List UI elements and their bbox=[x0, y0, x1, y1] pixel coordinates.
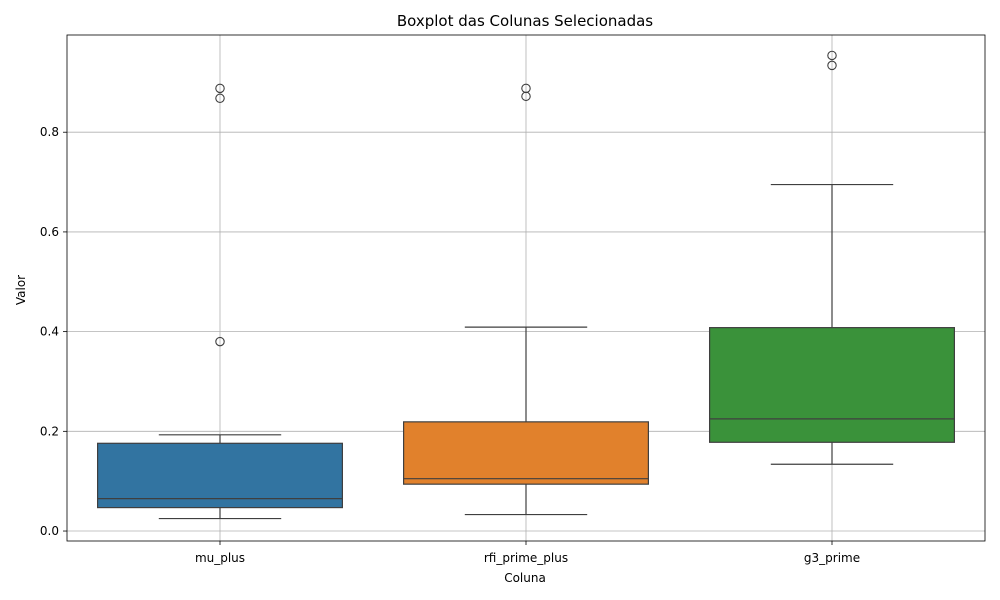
box-rfi_prime_plus bbox=[403, 421, 650, 485]
outlier-point bbox=[827, 60, 837, 71]
y-tick-label: 0.6 bbox=[40, 225, 59, 239]
box-group-g3_prime bbox=[708, 50, 955, 465]
box-group-rfi_prime_plus bbox=[403, 83, 650, 516]
y-tick-label: 0.2 bbox=[40, 424, 59, 438]
box-mu_plus bbox=[96, 442, 344, 509]
outlier-point bbox=[215, 83, 225, 94]
x-axis-title: Coluna bbox=[504, 571, 546, 585]
axes-layer: 0.0 0.2 0.4 0.6 0.8 mu_plus rfi_prime_plus g3_p… bbox=[40, 34, 986, 565]
outlier-point bbox=[521, 83, 531, 94]
x-tick-label: rfi_prime_plus bbox=[484, 551, 568, 565]
outlier-point bbox=[827, 50, 837, 61]
y-tick-label: 0.4 bbox=[40, 325, 59, 339]
x-tick-label: mu_plus bbox=[195, 551, 245, 565]
chart-title: Boxplot das Colunas Selecionadas bbox=[397, 12, 653, 30]
x-tick-label: g3_prime bbox=[804, 551, 860, 565]
box-g3_prime bbox=[708, 327, 955, 443]
outlier-point bbox=[215, 336, 225, 347]
y-axis-title: Valor bbox=[14, 275, 28, 305]
y-tick-label: 0.8 bbox=[40, 125, 59, 139]
box-group-mu_plus bbox=[96, 83, 344, 520]
boxes-layer bbox=[96, 50, 955, 520]
outlier-point bbox=[215, 93, 225, 104]
y-tick-label: 0.0 bbox=[40, 524, 59, 538]
